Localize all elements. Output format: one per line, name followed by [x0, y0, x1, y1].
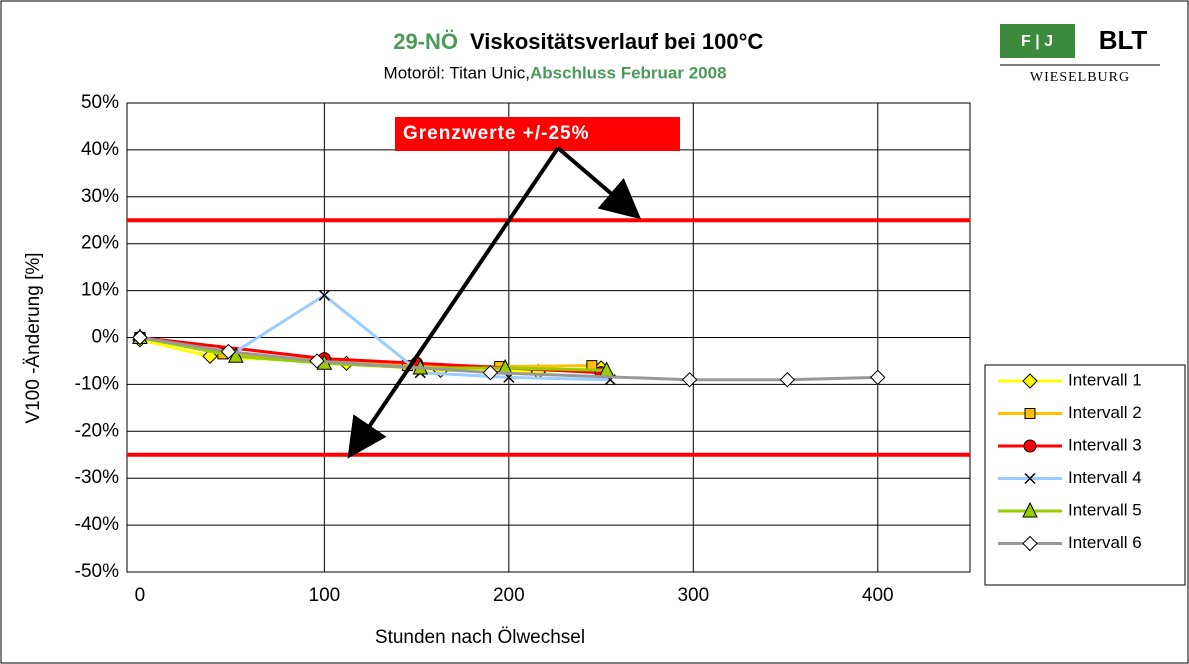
legend-label: Intervall 1 [1068, 370, 1142, 389]
x-axis-label: Stunden nach Ölwechsel [375, 627, 585, 648]
y-tick-label: 30% [81, 186, 119, 207]
marker [1022, 535, 1038, 552]
logo-right: BLT [1099, 25, 1148, 55]
annotation-box [395, 117, 680, 151]
y-tick-label: 20% [81, 233, 119, 254]
marker [1022, 501, 1038, 518]
y-tick-label: -50% [75, 561, 119, 582]
x-tick-label: 200 [493, 585, 525, 606]
annotation: Grenzwerte +/-25% [403, 123, 590, 144]
y-tick-label: -30% [75, 467, 119, 488]
logo-box [1000, 24, 1075, 58]
marker [1024, 472, 1036, 485]
y-tick-label: 0% [92, 327, 120, 348]
marker [681, 372, 698, 388]
legend-label: Intervall 4 [1068, 468, 1142, 487]
marker [202, 348, 218, 364]
legend-label: Intervall 2 [1068, 403, 1142, 422]
subtitle-highlight: Abschluss Februar 2008 [530, 63, 727, 82]
marker [1023, 439, 1037, 453]
marker [309, 353, 325, 369]
x-tick-label: 0 [135, 585, 146, 606]
marker [220, 343, 237, 360]
marker [132, 329, 148, 346]
marker [779, 372, 796, 388]
y-axis-label: V100 -Änderung [%] [23, 252, 44, 423]
arrow [556, 146, 642, 220]
x-tick-label: 100 [309, 585, 341, 606]
arrow [347, 146, 560, 459]
marker [1022, 373, 1038, 389]
y-tick-label: -10% [75, 373, 119, 394]
chart-title: Viskositätsverlauf bei 100°C [470, 29, 763, 54]
title-code: 29-NÖ [393, 29, 458, 54]
y-tick-label: -20% [75, 420, 119, 441]
marker [870, 369, 886, 386]
x-tick-label: 300 [677, 585, 709, 606]
y-tick-label: 10% [81, 280, 119, 301]
marker [318, 289, 330, 301]
logo-left: F | J [1021, 33, 1053, 50]
logo-bottom: WIESELBURG [1030, 70, 1130, 85]
y-tick-label: 50% [81, 92, 119, 113]
legend-label: Intervall 6 [1068, 533, 1142, 552]
y-tick-label: 40% [81, 139, 119, 160]
legend [984, 364, 1186, 586]
x-tick-label: 400 [862, 585, 894, 606]
subtitle: Motoröl: Titan Unic, [384, 63, 530, 82]
marker [1024, 408, 1036, 419]
marker [482, 364, 499, 381]
y-tick-label: -40% [75, 514, 119, 535]
legend-label: Intervall 5 [1068, 500, 1142, 519]
legend-label: Intervall 3 [1068, 435, 1142, 454]
